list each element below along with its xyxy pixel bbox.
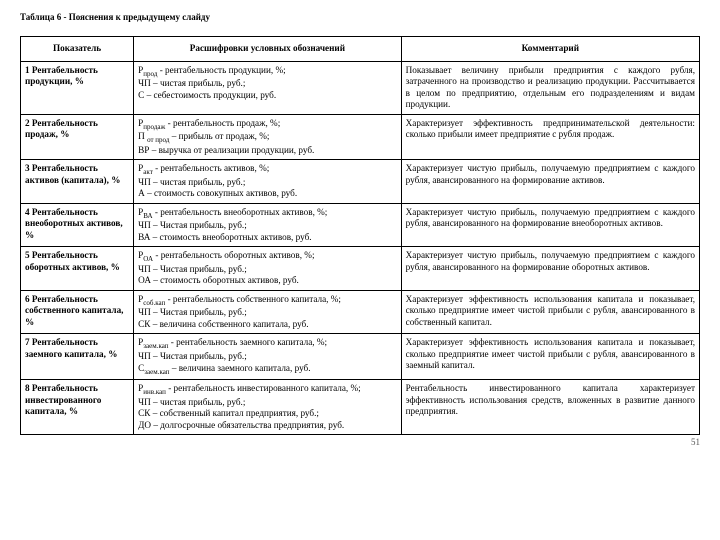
- table-row: 2 Рентабельность продаж, %Рпродаж - рент…: [21, 114, 700, 160]
- cell-decode: Рпрод - рентабельность продукции, %;ЧП –…: [134, 61, 401, 114]
- cell-decode: Рпродаж - рентабельность продаж, %;П от …: [134, 114, 401, 160]
- cell-comment: Рентабельность инвестированного капитала…: [401, 380, 699, 435]
- cell-decode: Рсоб.кап - рентабельность собственного к…: [134, 290, 401, 334]
- cell-decode: Рзаем.кап - рентабельность заемного капи…: [134, 334, 401, 380]
- page-number: 51: [20, 437, 700, 447]
- cell-indicator: 6 Рентабельность собственного капитала, …: [21, 290, 134, 334]
- cell-comment: Показывает величину прибыли предприятия …: [401, 61, 699, 114]
- table-caption: Таблица 6 - Пояснения к предыдущему слай…: [20, 12, 700, 22]
- table-row: 4 Рентабельность внеоборотных активов, %…: [21, 203, 700, 247]
- cell-decode: РВА - рентабельность внеоборотных активо…: [134, 203, 401, 247]
- cell-comment: Характеризует эффективность использовани…: [401, 334, 699, 380]
- table-row: 8 Рентабельность инвестированного капита…: [21, 380, 700, 435]
- cell-comment: Характеризует чистую прибыль, получаемую…: [401, 247, 699, 291]
- table-row: 5 Рентабельность оборотных активов, %РОА…: [21, 247, 700, 291]
- cell-comment: Характеризует эффективность предпринимат…: [401, 114, 699, 160]
- cell-indicator: 8 Рентабельность инвестированного капита…: [21, 380, 134, 435]
- cell-indicator: 2 Рентабельность продаж, %: [21, 114, 134, 160]
- cell-indicator: 5 Рентабельность оборотных активов, %: [21, 247, 134, 291]
- profitability-table: Показатель Расшифровки условных обозначе…: [20, 36, 700, 435]
- table-row: 3 Рентабельность активов (капитала), %Ра…: [21, 160, 700, 204]
- table-row: 7 Рентабельность заемного капитала, %Рза…: [21, 334, 700, 380]
- cell-decode: РОА - рентабельность оборотных активов, …: [134, 247, 401, 291]
- table-row: 1 Рентабельность продукции, %Рпрод - рен…: [21, 61, 700, 114]
- cell-comment: Характеризует эффективность использовани…: [401, 290, 699, 334]
- header-decode: Расшифровки условных обозначений: [134, 37, 401, 62]
- cell-indicator: 1 Рентабельность продукции, %: [21, 61, 134, 114]
- cell-comment: Характеризует чистую прибыль, получаемую…: [401, 160, 699, 204]
- cell-decode: Ринв.кап - рентабельность инвестированно…: [134, 380, 401, 435]
- cell-indicator: 4 Рентабельность внеоборотных активов, %: [21, 203, 134, 247]
- table-header-row: Показатель Расшифровки условных обозначе…: [21, 37, 700, 62]
- header-comment: Комментарий: [401, 37, 699, 62]
- cell-decode: Ракт - рентабельность активов, %;ЧП – чи…: [134, 160, 401, 204]
- cell-indicator: 7 Рентабельность заемного капитала, %: [21, 334, 134, 380]
- cell-comment: Характеризует чистую прибыль, получаемую…: [401, 203, 699, 247]
- cell-indicator: 3 Рентабельность активов (капитала), %: [21, 160, 134, 204]
- header-indicator: Показатель: [21, 37, 134, 62]
- table-row: 6 Рентабельность собственного капитала, …: [21, 290, 700, 334]
